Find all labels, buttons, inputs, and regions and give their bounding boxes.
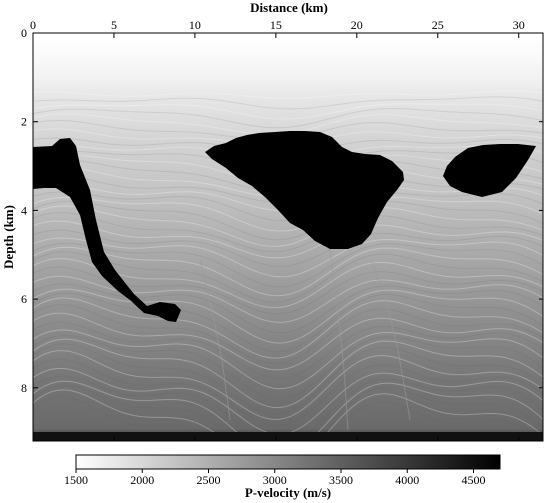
sediment-layer-line xyxy=(33,229,543,267)
y-axis-label: Depth (km) xyxy=(1,205,16,269)
sediment-layer-line xyxy=(33,242,543,288)
sediment-layer-line xyxy=(33,288,543,344)
sediment-layer-line xyxy=(33,205,543,247)
fault-trace xyxy=(371,261,411,421)
sediment-layer-line xyxy=(33,107,543,129)
sediment-layer-line xyxy=(33,283,543,334)
sediment-layer-line xyxy=(33,304,543,365)
sediment-layer-line xyxy=(33,396,543,441)
fault-trace xyxy=(199,259,231,421)
sediment-layer-line xyxy=(33,375,543,441)
basement-band xyxy=(33,432,543,441)
colorbar-label: P-velocity (m/s) xyxy=(245,485,331,500)
sediment-layer-line xyxy=(33,384,543,441)
y-tick-label: 4 xyxy=(21,203,27,217)
x-tick-label: 0 xyxy=(30,18,36,32)
sediment-layer-line xyxy=(33,292,543,353)
fault-trace xyxy=(329,249,349,431)
colorbar-tick-label: 1500 xyxy=(64,473,88,487)
salt-body-right xyxy=(443,144,536,197)
y-axis: 0 2 4 6 8 xyxy=(21,26,543,395)
sediment-layer-line xyxy=(33,350,543,420)
y-tick-label: 8 xyxy=(21,381,27,395)
sediment-layer-line xyxy=(33,338,543,409)
colorbar-tick-label: 2000 xyxy=(130,473,154,487)
velocity-field xyxy=(33,33,543,441)
colorbar-tick-label: 3000 xyxy=(263,473,287,487)
sediment-layer-line xyxy=(33,389,543,441)
sediment-layer-line xyxy=(33,200,543,241)
colorbar-tick-label: 2500 xyxy=(197,473,221,487)
salt-body-left xyxy=(33,138,181,322)
x-tick-label: 15 xyxy=(270,18,282,32)
colorbar-ticks: 1500 2000 2500 3000 3500 4000 4500 xyxy=(64,469,486,487)
sediment-layer-line xyxy=(33,297,543,359)
sediment-layer-line xyxy=(33,343,543,415)
x-tick-label: 5 xyxy=(111,18,117,32)
colorbar-tick-label: 4000 xyxy=(395,473,419,487)
sediment-layer-line xyxy=(33,196,543,232)
sediment-layer-line xyxy=(33,251,543,303)
x-tick-label: 20 xyxy=(351,18,363,32)
sediment-layer-line xyxy=(33,358,543,427)
x-tick-label: 25 xyxy=(432,18,444,32)
colorbar xyxy=(75,454,501,470)
y-tick-label: 2 xyxy=(21,115,27,129)
sediment-layer-line xyxy=(33,96,543,110)
sediment-layer-line xyxy=(33,312,543,371)
colorbar-tick-label: 3500 xyxy=(329,473,353,487)
sediment-layer-line xyxy=(33,380,543,441)
sediment-layer-line xyxy=(33,90,543,99)
sediment-layer-line xyxy=(33,334,543,400)
salt-body-center xyxy=(205,131,404,249)
sediment-layer-line xyxy=(33,212,543,253)
sediment-layer-line xyxy=(33,103,543,120)
sediment-layer-line xyxy=(33,329,543,390)
sediment-layer-line xyxy=(33,237,543,278)
plot-frame xyxy=(32,32,544,442)
sediment-layer-line xyxy=(33,220,543,259)
sediment-layer-line xyxy=(33,321,543,379)
colorbar-tick-label: 4500 xyxy=(462,473,486,487)
x-axis: 0 5 10 15 20 25 30 xyxy=(30,18,525,441)
y-tick-label: 6 xyxy=(21,292,27,306)
x-tick-label: 30 xyxy=(513,18,525,32)
x-axis-label: Distance (km) xyxy=(250,0,328,15)
x-tick-label: 10 xyxy=(189,18,201,32)
sediment-layer-line xyxy=(33,246,543,297)
y-tick-label: 0 xyxy=(21,26,27,40)
